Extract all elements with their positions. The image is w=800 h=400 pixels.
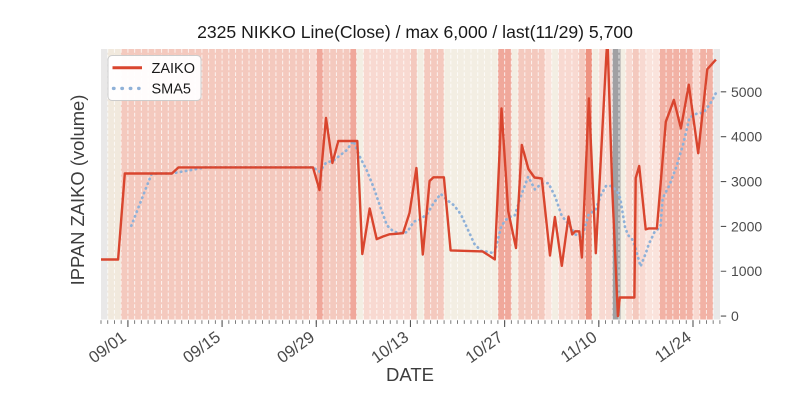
svg-text:5000: 5000 [731,84,762,100]
svg-text:2325 NIKKO Line(Close) / max 6: 2325 NIKKO Line(Close) / max 6,000 / las… [197,22,633,42]
svg-text:DATE: DATE [386,364,434,385]
svg-text:SMA5: SMA5 [152,81,192,97]
svg-text:IPPAN ZAIKO (volume): IPPAN ZAIKO (volume) [67,95,88,286]
svg-text:ZAIKO: ZAIKO [152,61,196,77]
svg-text:2000: 2000 [731,218,762,234]
svg-text:4000: 4000 [731,129,762,145]
svg-text:1000: 1000 [731,263,762,279]
svg-text:3000: 3000 [731,174,762,190]
svg-text:0: 0 [731,308,739,324]
